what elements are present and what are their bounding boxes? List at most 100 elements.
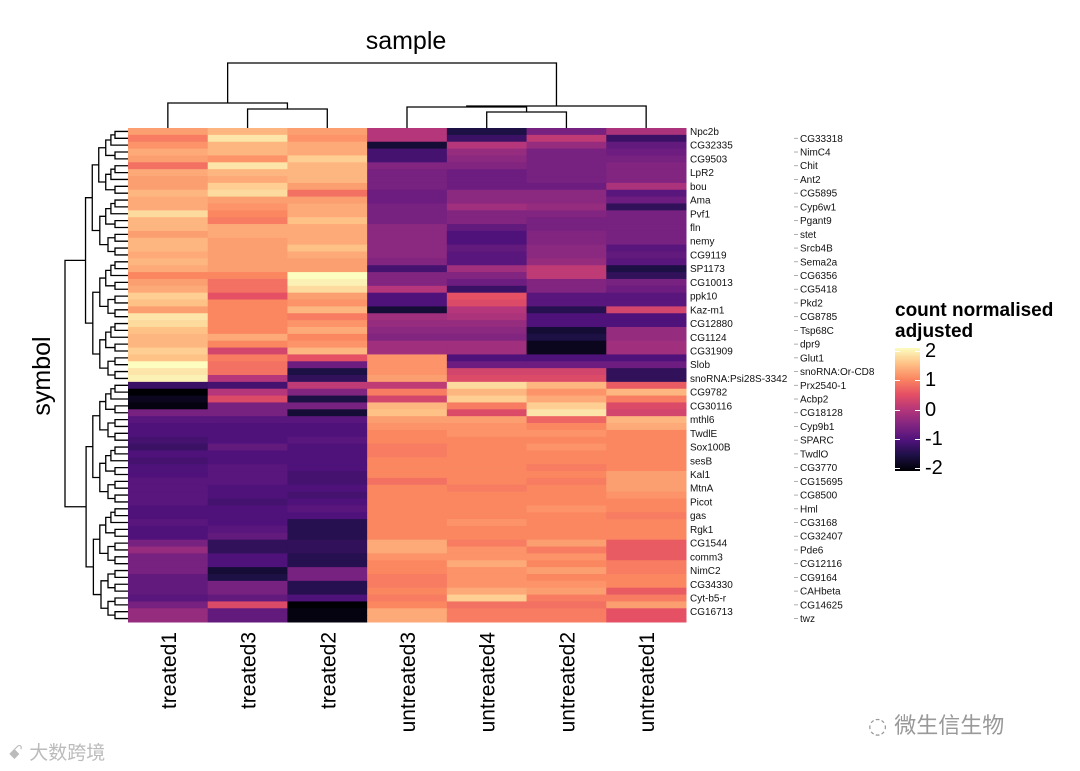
heatmap-cell	[606, 224, 687, 232]
row-label: TwdlO	[800, 449, 829, 460]
heatmap-cell	[128, 258, 209, 266]
heatmap-cell	[128, 443, 209, 451]
heatmap-cell	[606, 560, 687, 568]
heatmap-cell	[446, 189, 528, 198]
heatmap-cell	[367, 244, 448, 252]
heatmap-cell	[367, 580, 448, 589]
heatmap-cell	[287, 203, 368, 211]
heatmap-cell	[128, 423, 209, 431]
dendrogram-branch	[107, 573, 115, 589]
legend-tick-label: -1	[925, 427, 943, 450]
heatmap-cell	[367, 560, 448, 568]
heatmap-cell	[128, 251, 209, 259]
row-label: snoRNA:Psi28S-3342	[690, 374, 788, 385]
heatmap-cell	[367, 354, 448, 362]
heatmap-cell	[606, 134, 687, 143]
heatmap-cell	[367, 429, 448, 438]
dendrogram-branch	[99, 400, 108, 431]
heatmap-cell	[526, 354, 607, 362]
heatmap-cell	[207, 388, 288, 397]
heatmap-cell	[526, 162, 607, 170]
dendrogram-branch	[114, 130, 128, 139]
heatmap-cell	[287, 196, 368, 204]
heatmap-cell	[446, 141, 528, 150]
row-label: dpr9	[800, 340, 820, 351]
heatmap-cell	[446, 347, 528, 355]
heatmap-cell	[128, 230, 209, 239]
heatmap-cell	[446, 155, 528, 163]
row-label: ppk10	[690, 292, 718, 303]
heatmap-cell	[128, 265, 209, 273]
heatmap-cell	[446, 395, 528, 403]
row-label: CG1124	[690, 333, 727, 344]
heatmap-cell	[446, 525, 528, 534]
row-label: bou	[690, 182, 707, 193]
heatmap-cell	[606, 395, 687, 403]
heatmap-cell	[446, 361, 528, 369]
heatmap-cell	[207, 141, 288, 150]
heatmap-cell	[287, 512, 368, 520]
heatmap-cell	[367, 491, 448, 499]
heatmap-cell	[367, 162, 448, 170]
heatmap-cell	[287, 230, 368, 239]
heatmap-cell	[128, 189, 209, 198]
row-label: CG3770	[800, 463, 838, 474]
dendrogram-branch	[107, 298, 115, 314]
heatmap-cell	[526, 203, 607, 211]
heatmap-cell	[606, 587, 687, 596]
heatmap-cell	[526, 155, 607, 163]
heatmap-cell	[367, 141, 448, 150]
heatmap-cell	[207, 320, 288, 328]
heatmap-cell	[207, 450, 288, 458]
legend-tick-mark	[915, 351, 920, 352]
dendrogram-branch	[114, 405, 128, 414]
heatmap-cell	[446, 423, 528, 431]
legend-tick-label: 1	[925, 369, 937, 392]
heatmap-cell	[606, 498, 687, 506]
heatmap-cell	[128, 375, 209, 383]
heatmap-cell	[526, 278, 607, 287]
heatmap-cell	[446, 594, 528, 602]
dendrogram-branch	[114, 583, 128, 592]
heatmap-cell	[606, 477, 687, 486]
heatmap-cell	[287, 292, 368, 301]
heatmap-cell	[287, 471, 368, 479]
heatmap-cell	[207, 313, 288, 321]
heatmap-cell	[526, 532, 607, 541]
dendrogram-branch	[114, 446, 128, 455]
heatmap-cell	[207, 278, 288, 287]
heatmap-cell	[128, 525, 209, 534]
dendrogram-branch	[114, 357, 128, 366]
heatmap-cell	[526, 423, 607, 431]
heatmap-cell	[606, 381, 687, 390]
column-label: untreated2	[556, 632, 579, 732]
heatmap-cell	[287, 134, 368, 143]
heatmap-cell	[606, 429, 687, 438]
heatmap-cell	[446, 368, 528, 376]
dendrogram-branch	[114, 432, 128, 441]
heatmap-cell	[207, 361, 288, 369]
heatmap-cell	[606, 278, 687, 287]
heatmap-cell	[606, 594, 687, 602]
dendrogram-branch	[64, 259, 87, 508]
heatmap-cell	[287, 519, 368, 527]
heatmap-cell	[367, 148, 448, 156]
heatmap-cell	[526, 224, 607, 232]
heatmap-cell	[446, 148, 528, 156]
legend-tick-mark	[895, 351, 900, 352]
heatmap-cell	[526, 491, 607, 499]
heatmap-cell	[606, 546, 687, 554]
heatmap-cell	[446, 409, 528, 417]
heatmap-cell	[446, 519, 528, 527]
heatmap-cell	[367, 361, 448, 369]
heatmap-cell	[207, 594, 288, 602]
dendrogram-branch	[114, 151, 128, 160]
heatmap-cell	[287, 505, 368, 513]
heatmap-cell	[446, 306, 528, 314]
heatmap-cell	[526, 477, 607, 486]
heatmap-cell	[128, 182, 209, 191]
heatmap-cell	[526, 189, 607, 198]
heatmap-cell	[526, 347, 607, 355]
row-label: Pvf1	[690, 209, 710, 220]
row-label: CG8785	[800, 312, 838, 323]
